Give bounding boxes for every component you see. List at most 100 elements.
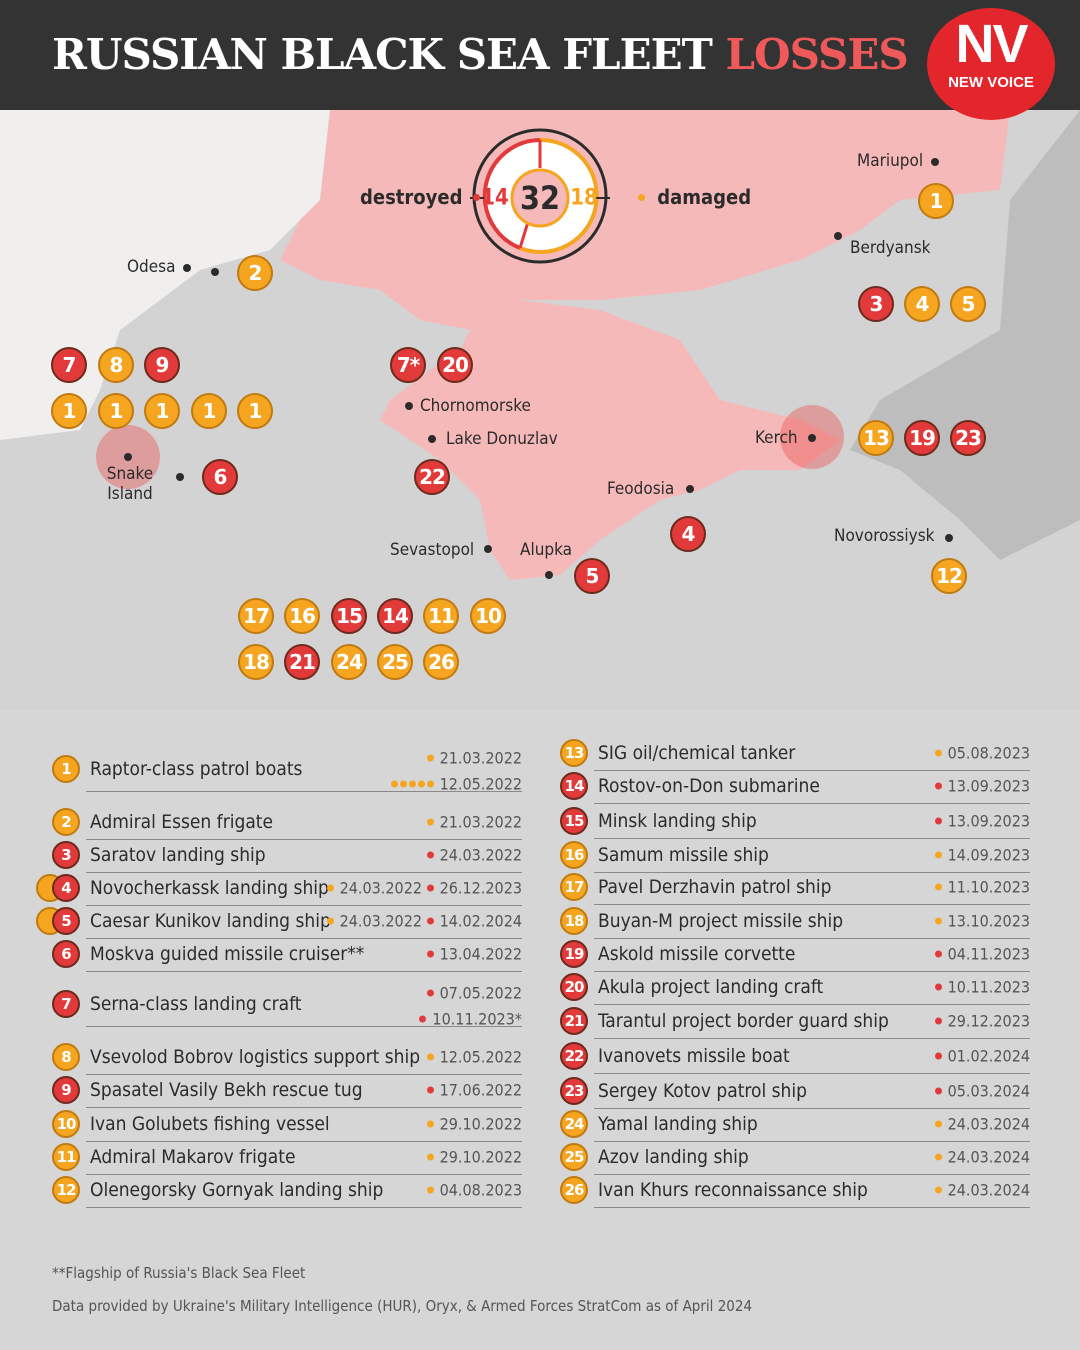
date-text: 29.12.2023	[947, 1011, 1030, 1031]
ship-number-badge: 25	[560, 1143, 588, 1171]
ship-number-badge: 16	[560, 841, 588, 869]
ship-number-badge: 14	[560, 772, 588, 800]
ship-number-badge: 22	[560, 1042, 588, 1070]
ship-name: Rostov-on-Don submarine	[598, 775, 820, 797]
place-dot	[405, 402, 413, 410]
ship-name: Azov landing ship	[598, 1146, 749, 1168]
ship-name: Buyan-M project missile ship	[598, 910, 844, 932]
ship-number-badge: 18	[560, 907, 588, 935]
ship-name: Spasatel Vasily Bekh rescue tug	[90, 1079, 363, 1101]
snake-island-marker-dot	[176, 473, 184, 481]
loss-date: 11.10.2023	[934, 878, 1030, 897]
ship-name: Ivan Golubets fishing vessel	[90, 1113, 330, 1135]
ship-number-badge: 3	[52, 841, 80, 869]
ship-marker-8: 8	[98, 347, 134, 383]
date-text: 29.10.2022	[439, 1114, 522, 1134]
ship-name: Akula project landing craft	[598, 976, 824, 998]
date-text: 07.05.2022	[439, 983, 522, 1003]
header-bar: RUSSIAN BLACK SEA FLEET LOSSES	[0, 0, 1080, 110]
ship-marker-11: 11	[423, 598, 459, 634]
place-dot	[945, 534, 953, 542]
loss-date: 14.09.2023	[934, 846, 1030, 865]
destroyed-dot-icon	[934, 1087, 942, 1095]
place-label: Snake Island	[106, 464, 154, 504]
row-divider	[86, 839, 522, 840]
date-text: 26.12.2023	[439, 878, 522, 898]
loss-date: 10.11.2023*	[419, 1010, 522, 1029]
row-divider	[594, 1108, 1030, 1109]
ship-name: Olenegorsky Gornyak landing ship	[90, 1179, 384, 1201]
ship-marker-4: 4	[670, 516, 706, 552]
ship-number-badge: 6	[52, 940, 80, 968]
ship-name: Caesar Kunikov landing ship	[90, 910, 331, 932]
loss-date: 24.03.2022	[426, 845, 522, 865]
date-text: 24.03.2022	[439, 845, 522, 865]
ship-marker-20: 20	[437, 347, 473, 383]
loss-date: 26.12.2023	[426, 878, 522, 898]
ship-marker-17: 17	[238, 598, 274, 634]
row-divider	[594, 770, 1030, 771]
row-divider	[86, 938, 522, 939]
ship-number-badge: 15	[560, 807, 588, 835]
destroyed-dot-icon	[426, 1086, 434, 1094]
loss-date: 24.03.2022	[326, 912, 422, 931]
ship-marker-24: 24	[331, 644, 367, 680]
damaged-dot-icon	[934, 883, 942, 891]
ship-number-badge: 7	[52, 990, 80, 1018]
place-dot	[808, 434, 816, 442]
place-dot	[834, 232, 842, 240]
row-divider	[594, 1207, 1030, 1208]
date-text: 24.03.2024	[947, 1180, 1030, 1200]
losses-counter-ring	[470, 128, 610, 264]
row-divider	[86, 1107, 522, 1108]
logo-text: NV	[955, 14, 1028, 74]
destroyed-dot-icon	[934, 983, 942, 991]
loss-date: 12.05.2022	[426, 1048, 522, 1067]
ship-number-badge: 11	[52, 1143, 80, 1171]
row-divider	[86, 905, 522, 906]
loss-date: 07.05.2022	[426, 983, 522, 1003]
place-label: Lake Donuzlav	[446, 429, 558, 449]
ship-number-badge: 5	[52, 907, 80, 935]
date-text: 13.09.2023	[947, 776, 1030, 796]
nv-logo: NV NEW VOICE	[927, 8, 1055, 120]
ship-name: Askold missile corvette	[598, 943, 796, 965]
date-text: 01.02.2024	[947, 1046, 1030, 1066]
damaged-dot-icon	[426, 1120, 434, 1128]
destroyed-dot-icon	[426, 884, 434, 892]
loss-date: 29.12.2023	[934, 1011, 1030, 1031]
row-divider	[86, 1141, 522, 1142]
ship-marker-23: 23	[950, 420, 986, 456]
destroyed-dot-icon	[934, 1017, 942, 1025]
ship-marker-26: 26	[423, 644, 459, 680]
total-losses: 32	[519, 179, 561, 217]
date-text: 21.03.2022	[439, 812, 522, 832]
date-text: 17.06.2022	[439, 1080, 522, 1100]
damaged-dot-icon	[934, 1186, 942, 1194]
date-text: 04.11.2023	[947, 944, 1030, 964]
place-label: Chornomorske	[420, 396, 531, 416]
ship-name: Tarantul project border guard ship	[598, 1010, 889, 1032]
damaged-dot-icon	[417, 780, 425, 788]
place-label: Novorossiysk	[834, 526, 935, 546]
row-divider	[594, 803, 1030, 804]
ship-marker-1: 1	[144, 393, 180, 429]
ship-number-badge: 23	[560, 1077, 588, 1105]
loss-date: 17.06.2022	[426, 1080, 522, 1100]
ship-marker-18: 18	[238, 644, 274, 680]
loss-date: 24.03.2024	[934, 1115, 1030, 1134]
ship-number-badge: 17	[560, 873, 588, 901]
ship-number-badge: 21	[560, 1007, 588, 1035]
ship-name: Moskva guided missile cruiser**	[90, 943, 365, 965]
ship-marker-7*: 7*	[390, 347, 426, 383]
ship-number-badge: 2	[52, 808, 80, 836]
row-divider	[86, 1207, 522, 1208]
ship-marker-2: 2	[237, 255, 273, 291]
damaged-dot-icon	[638, 194, 645, 201]
title-main: RUSSIAN BLACK SEA FLEET	[52, 30, 713, 79]
date-text: 29.10.2022	[439, 1147, 522, 1167]
place-dot	[686, 485, 694, 493]
damaged-dot-icon	[934, 1153, 942, 1161]
damaged-dot-icon	[426, 818, 434, 826]
loss-date: 05.03.2024	[934, 1082, 1030, 1101]
